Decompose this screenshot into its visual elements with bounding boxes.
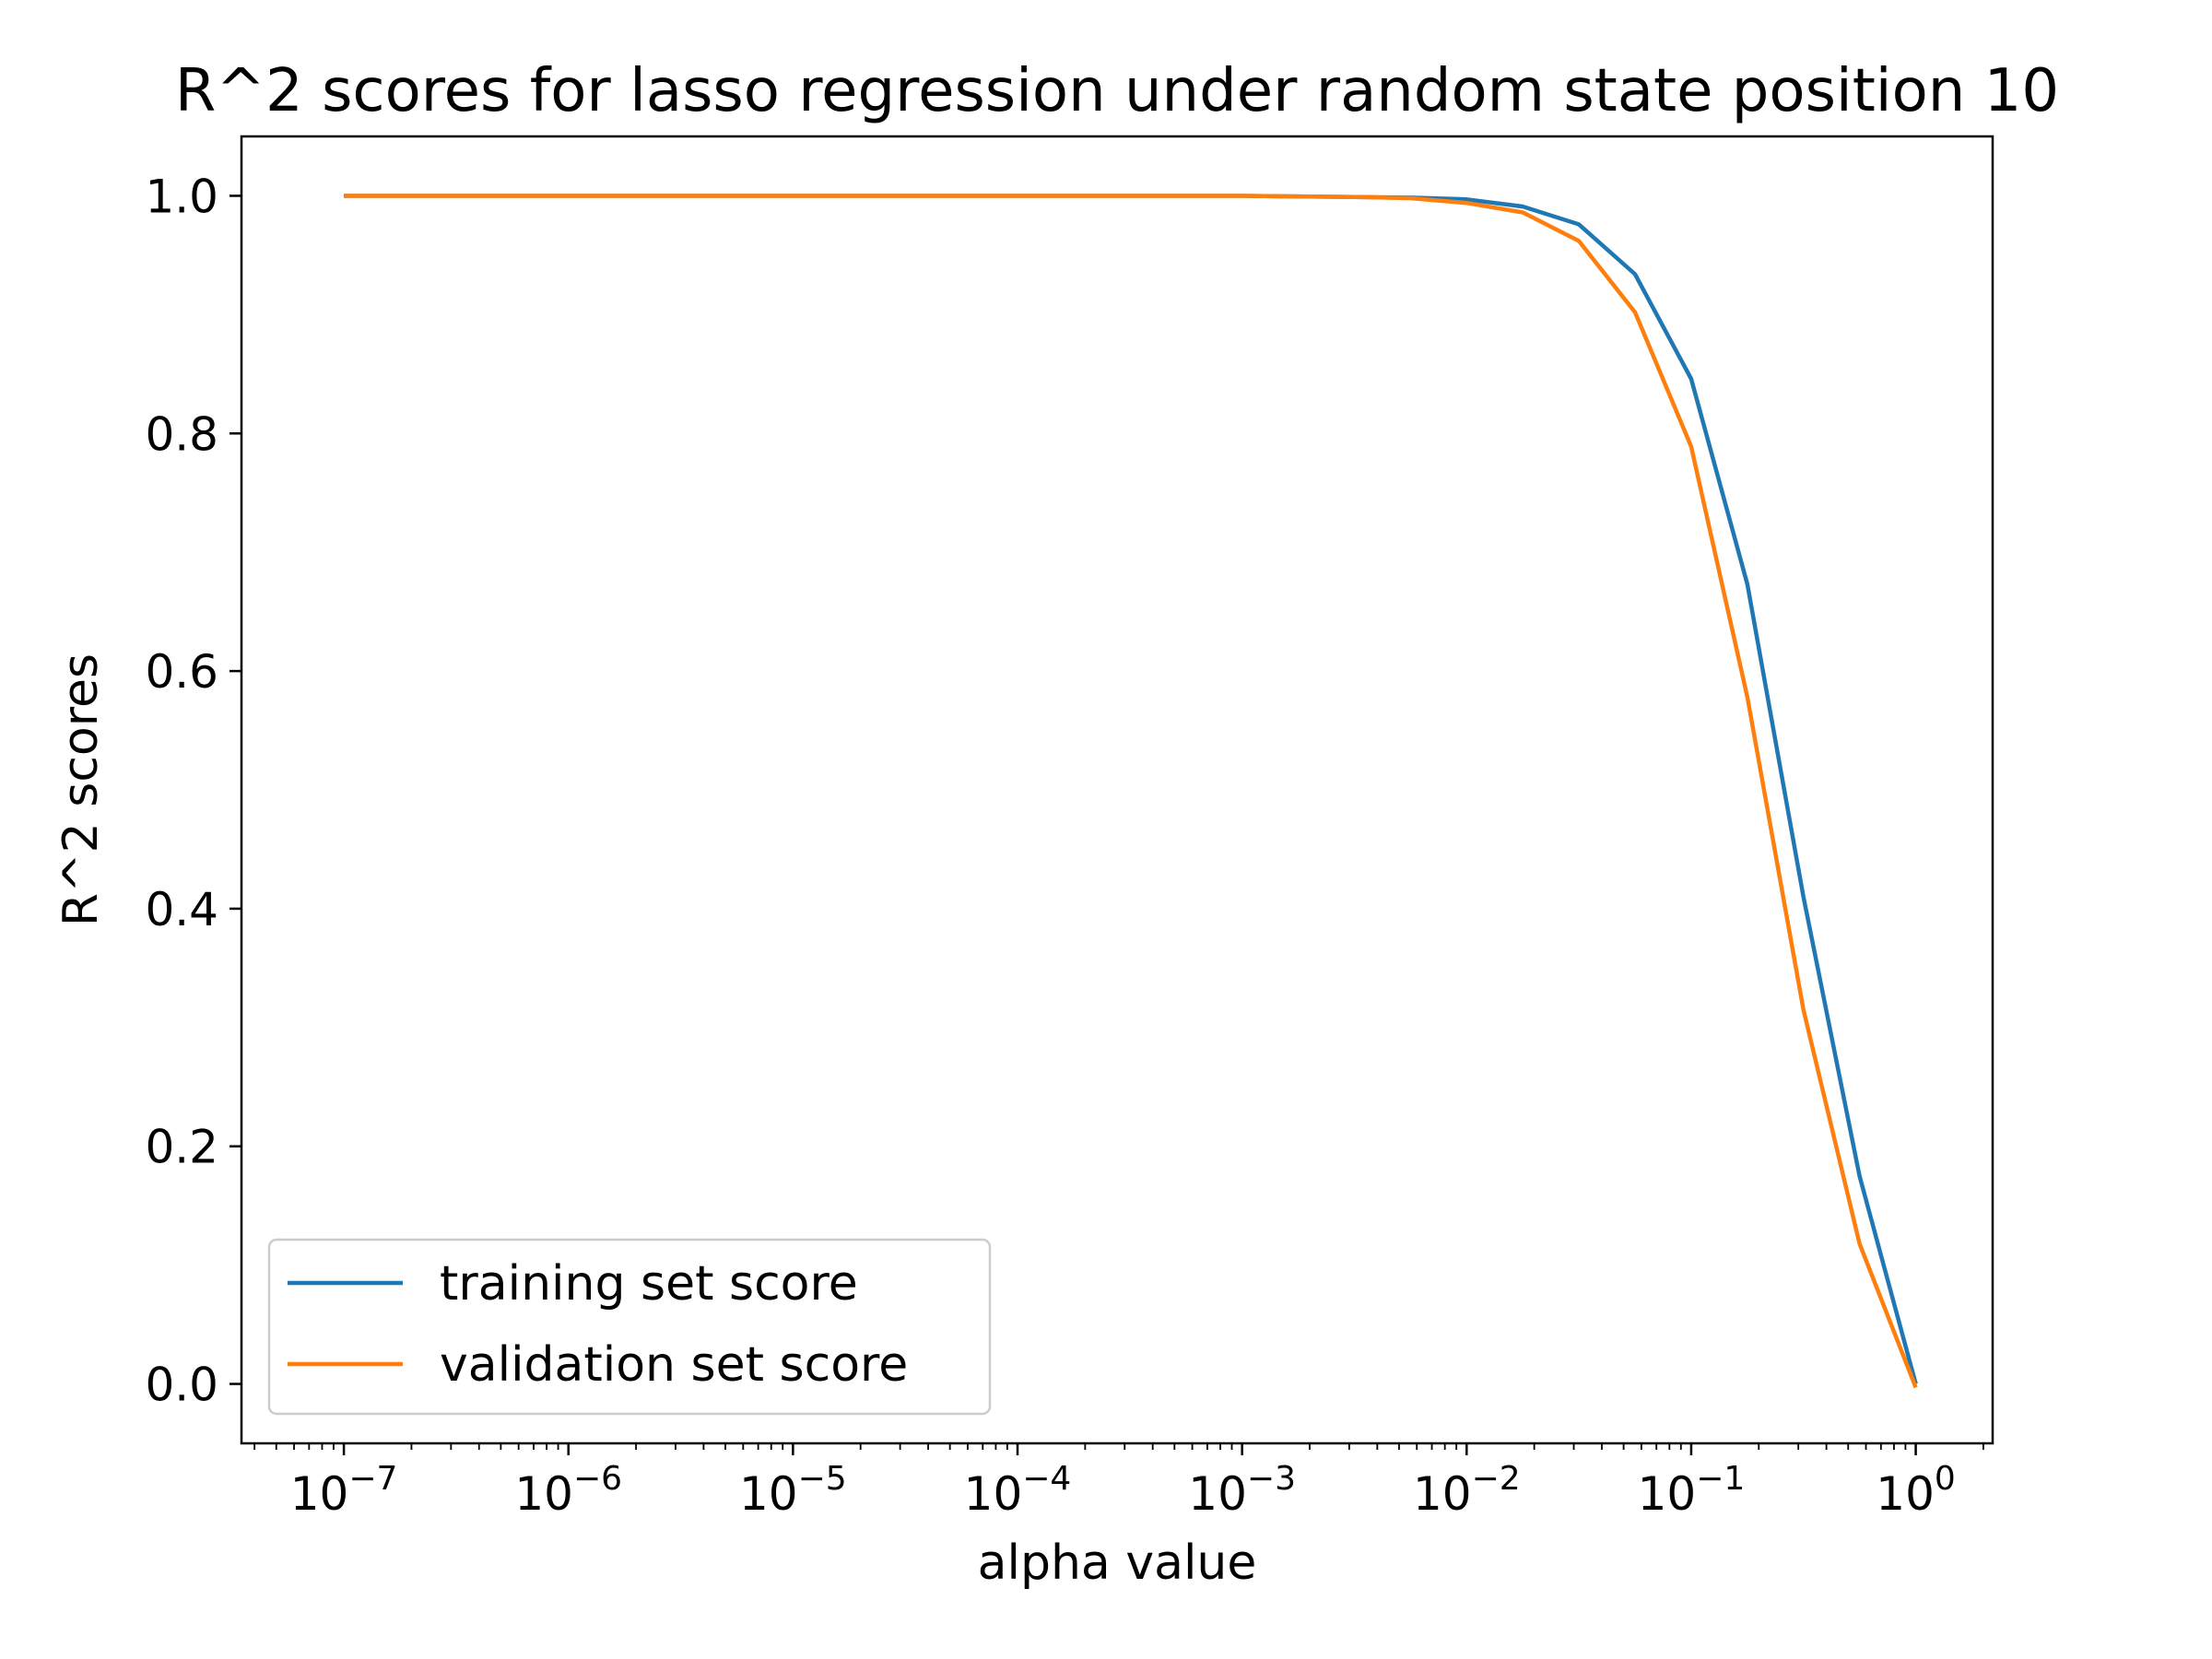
- legend-label-training: training set score: [440, 1256, 858, 1312]
- y-tick-label: 0.2: [145, 1121, 218, 1174]
- legend-label-validation: validation set score: [440, 1337, 908, 1393]
- y-tick-label: 0.8: [145, 407, 218, 461]
- x-tick-label: 10−6: [514, 1460, 622, 1521]
- y-tick-label: 0.0: [145, 1359, 218, 1412]
- x-tick-label: 10−4: [964, 1460, 1072, 1521]
- x-tick-label: 10−2: [1413, 1460, 1521, 1521]
- x-tick-label: 100: [1876, 1460, 1956, 1521]
- x-axis-label: alpha value: [978, 1535, 1257, 1591]
- x-axis: 10−7 10−6 10−5 10−4 10−3 10−2 10−1 100: [253, 1443, 1984, 1521]
- chart-title: R^2 scores for lasso regression under ra…: [175, 57, 2059, 125]
- x-tick-label: 10−3: [1188, 1460, 1296, 1521]
- x-tick-label: 10−1: [1638, 1460, 1746, 1521]
- y-tick-label: 0.6: [145, 645, 218, 699]
- y-tick-label: 1.0: [145, 170, 218, 223]
- legend: training set score validation set score: [267, 1238, 992, 1416]
- y-axis-label: R^2 scores: [53, 653, 109, 926]
- series-line-1: [344, 194, 1918, 1389]
- y-axis: 0.0 0.2 0.4 0.6 0.8 1.0: [145, 170, 241, 1412]
- x-tick-label: 10−7: [290, 1460, 398, 1521]
- axes-frame: [240, 135, 1994, 1445]
- plot-area: [344, 194, 1918, 1389]
- legend-box: [267, 1238, 992, 1416]
- x-tick-label: 10−5: [739, 1460, 847, 1521]
- y-tick-label: 0.4: [145, 883, 218, 936]
